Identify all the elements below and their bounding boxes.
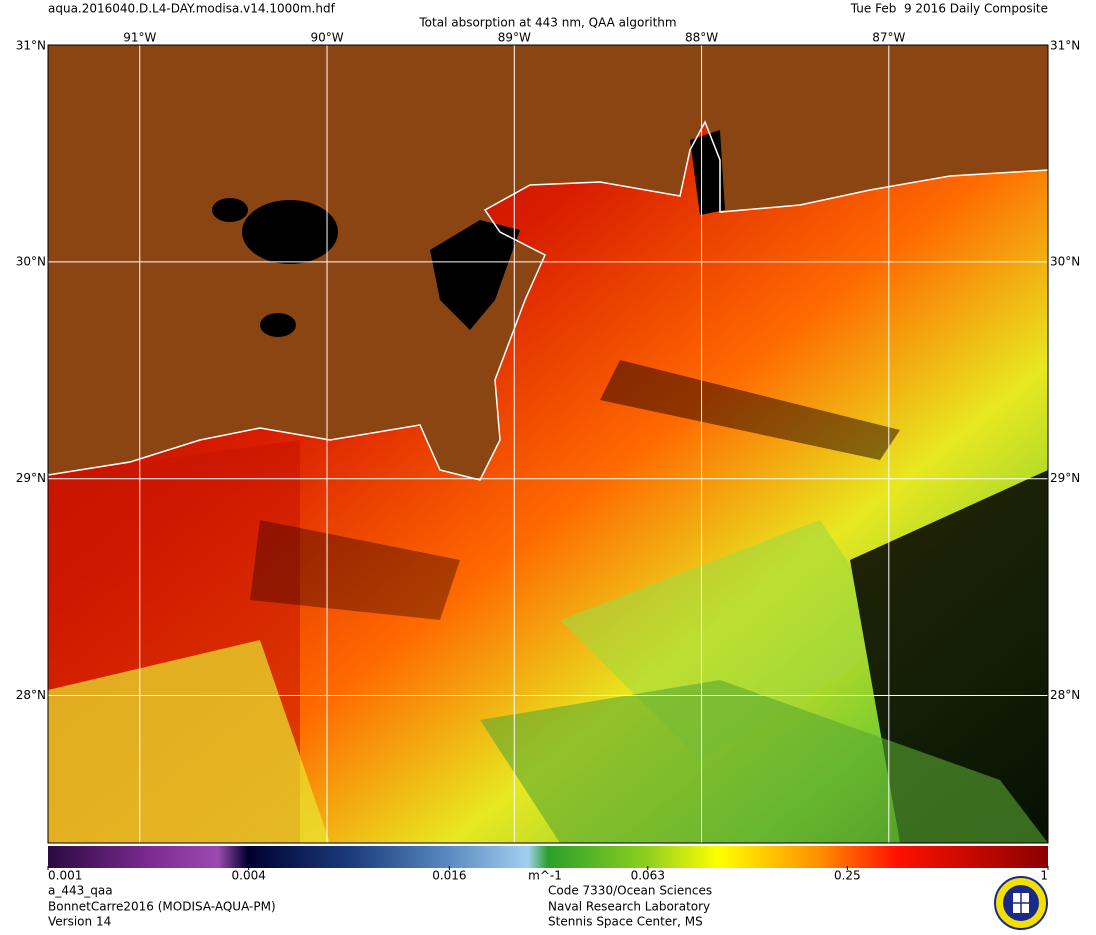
colorbar-tick-label: 0.016 [432,869,466,883]
footer-line: a_443_qaa [48,884,113,898]
colorbar-tick-label: 0.063 [631,869,665,883]
lat-label: 29°N [16,471,46,485]
colorbar-tick-label: 1 [1040,869,1048,883]
colorbar-tick-label: 0.004 [232,869,266,883]
map-frame [47,44,1049,844]
nrl-logo [994,876,1048,930]
date: Tue Feb 9 2016 Daily Composite [850,2,1048,16]
colorbar [48,846,1048,868]
coastline [48,120,1048,481]
map-image [48,45,1048,843]
lat-label: 28°N [16,688,46,702]
lon-label: 90°W [310,31,343,45]
map-title: Total absorption at 443 nm, QAA algorith… [418,16,676,30]
lon-label: 88°W [685,31,718,45]
footer-line: Code 7330/Ocean Sciences [548,884,712,898]
lon-label: 91°W [123,31,156,45]
colorbar-tick-label: 0.25 [834,869,861,883]
lon-label: 87°W [872,31,905,45]
colorbar-tick-label: 0.001 [48,869,82,883]
colorbar-unit: m^-1 [528,869,562,883]
footer-line: BonnetCarre2016 (MODISA-AQUA-PM) [48,900,276,914]
lat-label: 29°N [1050,471,1080,485]
lake [242,200,338,264]
lat-label: 28°N [1050,688,1080,702]
footer-line: Naval Research Laboratory [548,900,710,914]
filename: aqua.2016040.D.L4-DAY.modisa.v14.1000m.h… [48,2,336,16]
lat-label: 30°N [16,254,46,268]
lon-label: 89°W [498,31,531,45]
lat-label: 30°N [1050,254,1080,268]
footer-line: Version 14 [48,915,111,929]
lat-label: 31°N [16,39,46,53]
footer-line: Stennis Space Center, MS [548,915,703,929]
lat-label: 31°N [1050,39,1080,53]
